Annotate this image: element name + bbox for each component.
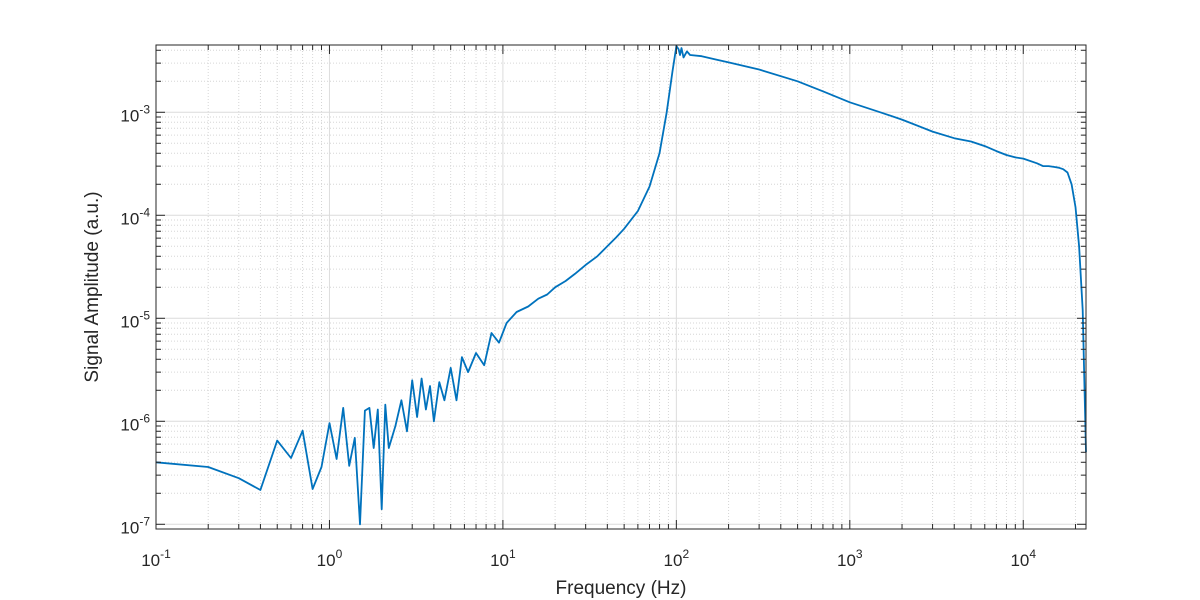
- plot-frame: [155, 44, 1087, 530]
- tick-label-base: 10: [490, 551, 509, 570]
- y-tick-label: 10-6: [120, 411, 150, 434]
- tick-label-exponent: -1: [160, 547, 171, 561]
- x-tick-label: 101: [490, 547, 516, 570]
- tick-marks: [155, 45, 1086, 530]
- tick-label-base: 10: [120, 415, 139, 434]
- tick-label-exponent: 2: [682, 547, 689, 561]
- tick-label-base: 10: [120, 312, 139, 331]
- tick-label-exponent: -4: [139, 205, 150, 219]
- y-tick-labels: 10-710-610-510-410-3: [120, 102, 150, 537]
- x-tick-label: 10-1: [141, 547, 171, 570]
- y-tick-label: 10-4: [120, 205, 150, 228]
- tick-label-base: 10: [120, 106, 139, 125]
- tick-label-exponent: 0: [336, 547, 343, 561]
- tick-label-base: 10: [837, 551, 856, 570]
- tick-label-exponent: -3: [139, 102, 150, 116]
- series-layer: [155, 45, 1087, 526]
- tick-label-base: 10: [120, 518, 139, 537]
- tick-label-base: 10: [317, 551, 336, 570]
- tick-label-exponent: 4: [1029, 547, 1036, 561]
- tick-label-exponent: -7: [139, 514, 150, 528]
- tick-label-base: 10: [1010, 551, 1029, 570]
- y-tick-label: 10-7: [120, 514, 150, 537]
- x-tick-label: 104: [1010, 547, 1036, 570]
- x-tick-label: 100: [317, 547, 343, 570]
- y-axis-label: Signal Amplitude (a.u.): [82, 191, 103, 382]
- y-tick-label: 10-5: [120, 308, 150, 331]
- minor-grid: [156, 45, 1086, 530]
- tick-label-base: 10: [120, 209, 139, 228]
- x-axis-label: Frequency (Hz): [556, 578, 687, 599]
- major-grid: [155, 45, 1086, 529]
- tick-label-exponent: 3: [856, 547, 863, 561]
- tick-label-base: 10: [141, 551, 160, 570]
- x-tick-label: 103: [837, 547, 863, 570]
- tick-label-base: 10: [664, 551, 683, 570]
- series-line-0: [155, 45, 1087, 526]
- y-tick-label: 10-3: [120, 102, 150, 125]
- x-tick-label: 102: [664, 547, 690, 570]
- x-tick-labels: 10-1 100 101 102 103 104: [141, 547, 1036, 570]
- tick-label-exponent: -5: [139, 308, 150, 322]
- tick-label-exponent: 1: [509, 547, 516, 561]
- tick-label-exponent: -6: [139, 411, 150, 425]
